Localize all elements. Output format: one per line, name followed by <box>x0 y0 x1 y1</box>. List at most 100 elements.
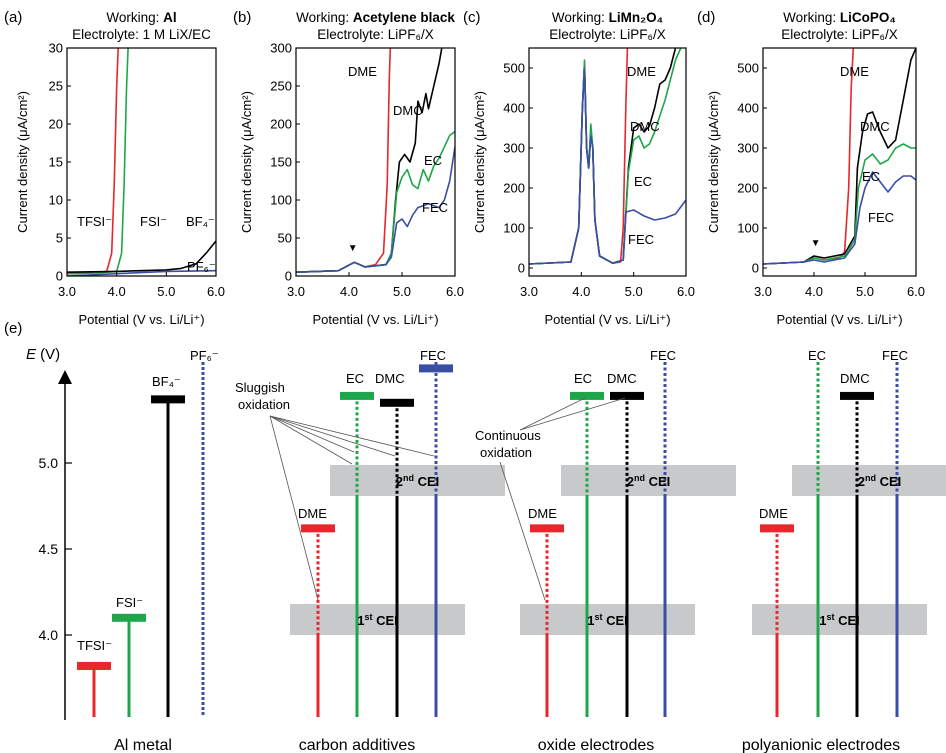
y-tick-label: 200 <box>503 181 525 196</box>
stability-cap <box>340 391 374 400</box>
stability-diagram-panel: (e)E (V) 4.0 4.5 5.0 TFSI⁻ FSI⁻ BF₄⁻ PF₆⁻ DME EC D… <box>4 320 946 753</box>
voltammetry-panels: (a) Working: Al Electrolyte: 1 M LiX/EC 0 5 1… <box>4 9 925 327</box>
x-axis-label: Potential (V vs. Li/Li⁺) <box>776 312 902 327</box>
series-group <box>529 48 686 265</box>
cei-text: CEI <box>372 613 397 628</box>
y-tick-label: 150 <box>270 155 292 170</box>
stability-cap <box>151 395 185 404</box>
series-label-DME: DME <box>840 64 869 79</box>
chart-title: Working: Al <box>106 10 176 25</box>
y-tick-label: 15 <box>49 155 63 170</box>
leader-line <box>269 415 353 465</box>
y-tick-label: 100 <box>270 193 292 208</box>
series-line-DME <box>296 48 392 273</box>
leader-line <box>269 415 319 601</box>
series-label-DMC: DMC <box>630 119 660 134</box>
series-line-FEC <box>763 171 916 265</box>
cei-num: 1 <box>819 613 826 628</box>
series-label-FEC: FEC <box>868 210 894 225</box>
y-tick-label: 0 <box>518 261 525 276</box>
chart-panel-b: (b) Working: Acetylene black Electrolyte: … <box>233 9 464 327</box>
cei-text: CEI <box>834 613 859 628</box>
y-tick-label: 25 <box>49 79 63 94</box>
y-tick-label: 300 <box>503 141 525 156</box>
stability-cap <box>530 524 564 533</box>
stability-cap <box>380 398 414 407</box>
solvent-label: EC <box>808 348 826 363</box>
anion-label: BF₄⁻ <box>152 374 181 389</box>
series-label-DME: DME <box>627 64 656 79</box>
chart-subtitle: Electrolyte: LiPF₆/X <box>549 27 665 42</box>
x-tick-label: 6.0 <box>446 284 464 299</box>
series-line-FSI⁻ <box>67 48 129 275</box>
chart-title-prefix: Working: <box>296 10 353 25</box>
axis-title: E (V) <box>26 346 60 363</box>
series-line-FEC <box>296 146 455 273</box>
series-label-EC: EC <box>862 169 880 184</box>
y-axis-label: Current density (μA/cm²) <box>472 91 487 233</box>
y-tick-label: 100 <box>737 221 759 236</box>
y-tick-label: 300 <box>737 141 759 156</box>
chart-title-bold: LiMn₂O₄ <box>609 10 663 25</box>
series-label-FSI⁻: FSI⁻ <box>140 214 167 229</box>
solvent-label: FEC <box>882 348 908 363</box>
x-tick-label: 4.0 <box>572 284 590 299</box>
group-label: oxide electrodes <box>538 737 655 753</box>
plot-frame <box>528 47 687 277</box>
x-axis-label: Potential (V vs. Li/Li⁺) <box>78 312 204 327</box>
cei-text: CEI <box>414 474 439 489</box>
voltage-tick-label: 4.5 <box>39 541 59 557</box>
x-tick-label: 3.0 <box>520 284 538 299</box>
chart-subtitle: Electrolyte: LiPF₆/X <box>781 27 897 42</box>
annotation-marker: ▼ <box>811 238 821 249</box>
solvent-label: FEC <box>650 348 676 363</box>
voltage-tick-label: 5.0 <box>39 455 59 471</box>
anion-label: TFSI⁻ <box>77 638 112 653</box>
stability-cap <box>570 391 604 400</box>
x-tick-label: 5.0 <box>625 284 643 299</box>
cei-num: 2 <box>858 474 865 489</box>
leader-line <box>269 415 435 457</box>
stability-cap <box>840 391 874 400</box>
panel-label: (b) <box>233 9 251 26</box>
x-tick-label: 4.0 <box>805 284 823 299</box>
chart-subtitle: Electrolyte: 1 M LiX/EC <box>72 27 211 42</box>
cei-sup: st <box>826 612 834 622</box>
series-group <box>763 48 916 265</box>
x-tick-label: 3.0 <box>287 284 305 299</box>
voltage-tick-label: 4.0 <box>39 627 59 643</box>
cei-label-first: 1st CEI <box>587 612 628 628</box>
cei-sup: st <box>594 612 602 622</box>
anion-label: PF₆⁻ <box>190 348 219 363</box>
y-tick-label: 400 <box>503 101 525 116</box>
y-tick-label: 200 <box>270 117 292 132</box>
x-tick-label: 3.0 <box>754 284 772 299</box>
stability-cap <box>419 364 453 373</box>
cei-box-second <box>561 465 736 496</box>
y-tick-label: 250 <box>270 79 292 94</box>
cei-sup: nd <box>403 473 414 483</box>
x-tick-label: 6.0 <box>207 284 225 299</box>
chart-title: Working: Acetylene black <box>296 10 455 25</box>
chart-panel-d: (d) Working: LiCoPO₄ Electrolyte: LiPF₆/X 0… <box>697 9 925 327</box>
stability-cap <box>77 661 111 670</box>
cei-sup: st <box>364 612 372 622</box>
chart-title-prefix: Working: <box>783 10 840 25</box>
annotation-text: oxidation <box>480 445 532 460</box>
x-tick-label: 5.0 <box>856 284 874 299</box>
y-tick-label: 10 <box>49 193 63 208</box>
y-axis-label: Current density (μA/cm²) <box>15 91 30 233</box>
chart-title-bold: Acetylene black <box>353 10 456 25</box>
chart-panel-c: (c) Working: LiMn₂O₄ Electrolyte: LiPF₆/X 0… <box>463 9 695 327</box>
cei-num: 2 <box>396 474 403 489</box>
panel-label: (a) <box>4 9 22 26</box>
series-line-DMC <box>296 48 443 273</box>
solvent-label: DME <box>759 506 788 521</box>
series-line-DME <box>763 48 855 265</box>
y-tick-label: 20 <box>49 117 63 132</box>
cei-num: 1 <box>357 613 364 628</box>
stability-cap <box>610 391 644 400</box>
